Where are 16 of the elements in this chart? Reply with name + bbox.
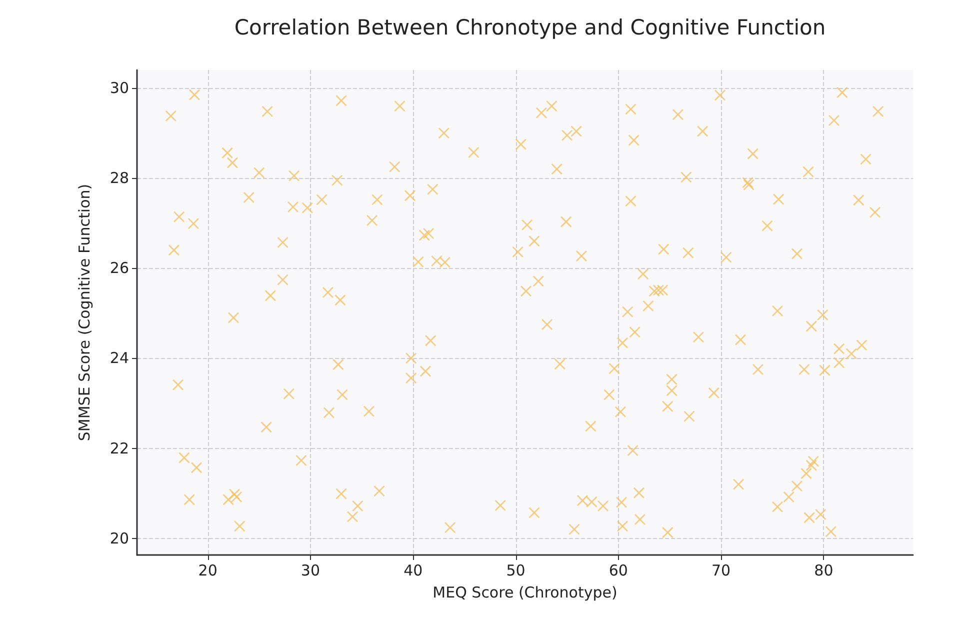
x-tick-label: 20 [198,562,218,580]
y-tick-label: 30 [110,79,129,98]
x-tick-label: 70 [712,562,731,580]
y-tick-label: 26 [110,259,129,278]
y-tick-label: 20 [110,529,129,548]
y-axis-title: SMMSE Score (Cognitive Function) [76,184,94,442]
chart-title: Correlation Between Chronotype and Cognitive Function [234,16,826,40]
x-tick-label: 80 [814,562,834,580]
y-tick-label: 28 [110,169,129,188]
x-tick-label: 50 [506,562,526,580]
x-tick-label: 60 [608,562,628,580]
y-tick-label: 22 [110,439,129,458]
x-axis-title: MEQ Score (Chronotype) [432,584,618,602]
x-tick-label: 30 [300,562,320,580]
x-tick-label: 40 [404,562,423,580]
y-tick-label: 24 [110,349,129,368]
